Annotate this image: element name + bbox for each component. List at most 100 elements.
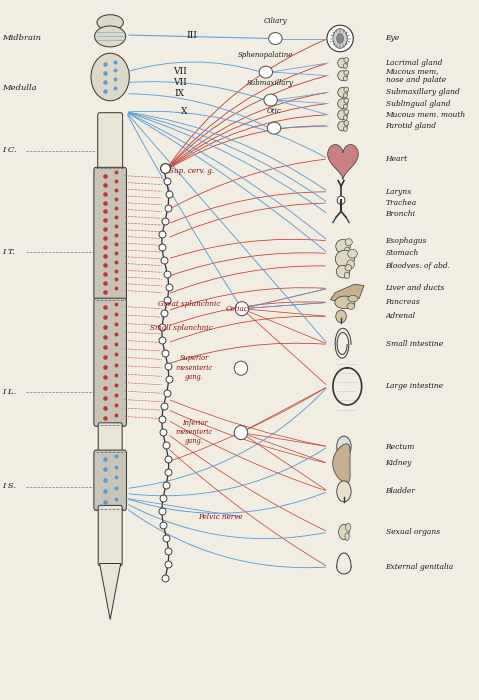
Text: Rectum: Rectum xyxy=(386,442,415,451)
Text: Small intestine: Small intestine xyxy=(386,340,443,349)
Ellipse shape xyxy=(267,122,281,134)
Ellipse shape xyxy=(335,251,354,267)
Text: IX: IX xyxy=(175,90,184,98)
Ellipse shape xyxy=(344,272,350,279)
Ellipse shape xyxy=(336,239,350,253)
Ellipse shape xyxy=(343,104,347,109)
Ellipse shape xyxy=(259,66,273,78)
FancyBboxPatch shape xyxy=(98,505,122,566)
Ellipse shape xyxy=(348,295,358,302)
Ellipse shape xyxy=(91,53,129,101)
Ellipse shape xyxy=(338,121,347,131)
Ellipse shape xyxy=(337,436,351,457)
Text: Eye: Eye xyxy=(386,34,400,43)
Ellipse shape xyxy=(344,70,349,75)
Text: Kidney: Kidney xyxy=(386,459,412,468)
Ellipse shape xyxy=(338,71,347,80)
Text: Small splanchnic: Small splanchnic xyxy=(150,323,212,332)
Text: Large intestine: Large intestine xyxy=(386,382,444,391)
Text: VII: VII xyxy=(173,67,186,76)
Text: Bloodves. of abd.: Bloodves. of abd. xyxy=(386,262,451,270)
Text: Sup. cerv. g.: Sup. cerv. g. xyxy=(169,167,214,175)
Ellipse shape xyxy=(234,426,248,440)
Ellipse shape xyxy=(94,26,125,47)
Text: III: III xyxy=(186,31,197,39)
Text: Pancreas: Pancreas xyxy=(386,298,421,307)
Text: Larynx: Larynx xyxy=(386,188,412,196)
Ellipse shape xyxy=(337,34,343,43)
Polygon shape xyxy=(333,444,350,483)
Text: External genitalia: External genitalia xyxy=(386,563,454,571)
Ellipse shape xyxy=(344,87,349,92)
Polygon shape xyxy=(331,284,364,304)
Ellipse shape xyxy=(345,239,352,246)
Ellipse shape xyxy=(338,110,347,120)
Text: Trachea: Trachea xyxy=(386,199,417,207)
Text: Midbrain: Midbrain xyxy=(2,34,41,43)
Text: Inferior
mesenteric
gang.: Inferior mesenteric gang. xyxy=(176,419,213,445)
Text: Bronchi: Bronchi xyxy=(386,210,416,218)
Ellipse shape xyxy=(339,524,349,540)
Text: Adrenal: Adrenal xyxy=(386,312,416,321)
Ellipse shape xyxy=(338,58,347,68)
Text: Great splanchnic: Great splanchnic xyxy=(158,300,220,308)
Text: Submaxillary: Submaxillary xyxy=(247,79,294,87)
Ellipse shape xyxy=(344,120,349,125)
Text: I L.: I L. xyxy=(2,388,16,396)
Ellipse shape xyxy=(269,32,282,45)
Text: Superior
mesenteric
gang.: Superior mesenteric gang. xyxy=(176,354,213,381)
Ellipse shape xyxy=(344,247,350,254)
Ellipse shape xyxy=(234,361,248,375)
Polygon shape xyxy=(100,564,121,620)
Text: Mucous mem. mouth: Mucous mem. mouth xyxy=(386,111,466,119)
Text: Medulla: Medulla xyxy=(2,83,37,92)
Text: I C.: I C. xyxy=(2,146,17,155)
Ellipse shape xyxy=(343,127,347,132)
Ellipse shape xyxy=(343,64,347,69)
Ellipse shape xyxy=(97,15,123,30)
Text: Lacrimal gland: Lacrimal gland xyxy=(386,59,443,67)
Ellipse shape xyxy=(338,99,347,108)
FancyBboxPatch shape xyxy=(94,298,126,426)
Text: Parotid gland: Parotid gland xyxy=(386,122,436,130)
Ellipse shape xyxy=(235,302,249,316)
Ellipse shape xyxy=(347,260,354,269)
Ellipse shape xyxy=(327,25,354,52)
Ellipse shape xyxy=(337,481,351,502)
Text: Liver and ducts: Liver and ducts xyxy=(386,284,445,293)
Polygon shape xyxy=(328,144,358,179)
FancyBboxPatch shape xyxy=(98,113,123,171)
Text: Submaxillary gland: Submaxillary gland xyxy=(386,88,459,97)
Ellipse shape xyxy=(348,249,357,258)
Ellipse shape xyxy=(343,93,347,98)
Ellipse shape xyxy=(345,265,352,271)
Ellipse shape xyxy=(345,533,349,540)
Text: Sexual organs: Sexual organs xyxy=(386,528,440,536)
FancyBboxPatch shape xyxy=(94,167,126,300)
Ellipse shape xyxy=(264,94,277,106)
Ellipse shape xyxy=(344,57,349,62)
Text: X: X xyxy=(181,108,188,116)
FancyBboxPatch shape xyxy=(98,423,122,454)
Text: Bladder: Bladder xyxy=(386,487,416,496)
Ellipse shape xyxy=(343,116,347,120)
Ellipse shape xyxy=(344,98,349,103)
Text: VII: VII xyxy=(173,78,186,87)
Ellipse shape xyxy=(335,296,355,309)
Ellipse shape xyxy=(345,524,351,531)
Ellipse shape xyxy=(338,88,347,97)
Text: Esophagus: Esophagus xyxy=(386,237,427,245)
Ellipse shape xyxy=(347,303,355,309)
Text: Heart: Heart xyxy=(386,155,408,163)
Text: Sublingual gland: Sublingual gland xyxy=(386,99,450,108)
Text: Ciliary: Ciliary xyxy=(263,18,287,25)
Text: Mucous mem,
nose and palate: Mucous mem, nose and palate xyxy=(386,67,446,84)
Ellipse shape xyxy=(337,450,344,463)
FancyBboxPatch shape xyxy=(94,450,126,510)
Text: Sphenopalatine: Sphenopalatine xyxy=(238,51,294,59)
Text: I S.: I S. xyxy=(2,482,16,491)
Ellipse shape xyxy=(337,196,345,204)
Text: Celiac: Celiac xyxy=(226,304,249,313)
Ellipse shape xyxy=(336,265,350,278)
Ellipse shape xyxy=(333,29,347,48)
